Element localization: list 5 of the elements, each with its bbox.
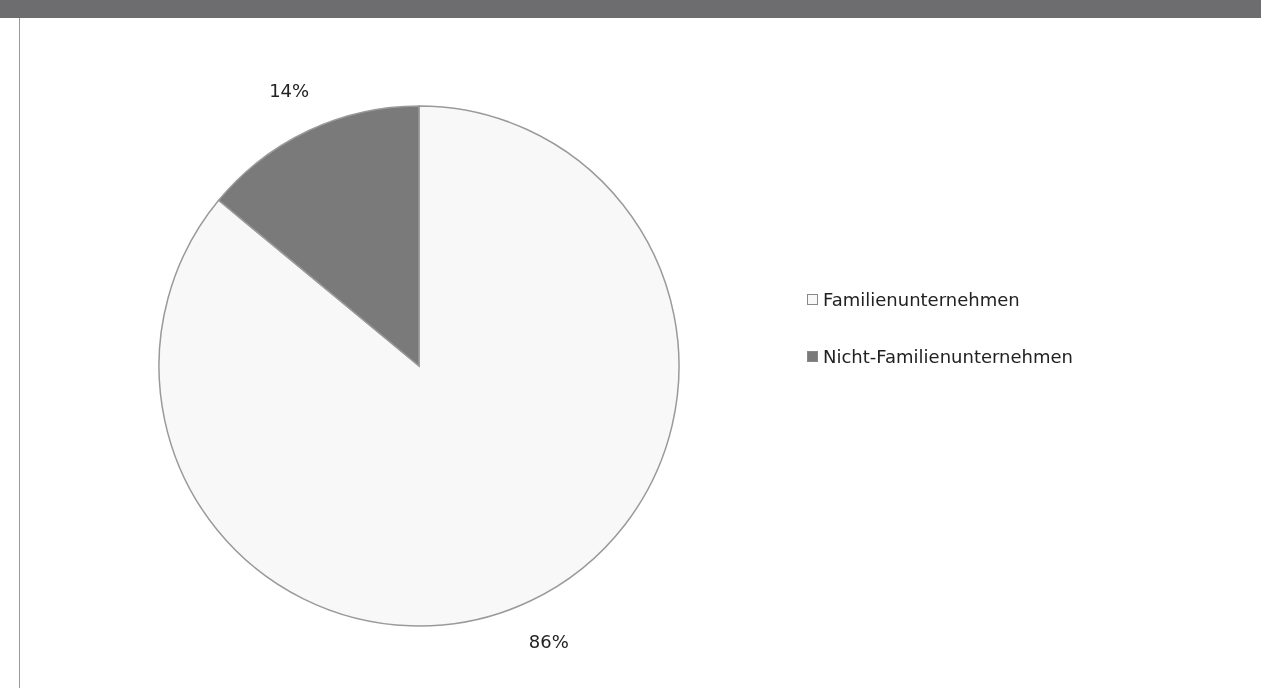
data-label: 86% <box>528 631 569 653</box>
slice-label: Familienunternehmen <box>822 289 1020 310</box>
pie-slice <box>158 105 680 627</box>
data-label: 14% <box>269 79 310 101</box>
legend-label: Nicht-Familienunternehmen <box>822 346 1073 367</box>
